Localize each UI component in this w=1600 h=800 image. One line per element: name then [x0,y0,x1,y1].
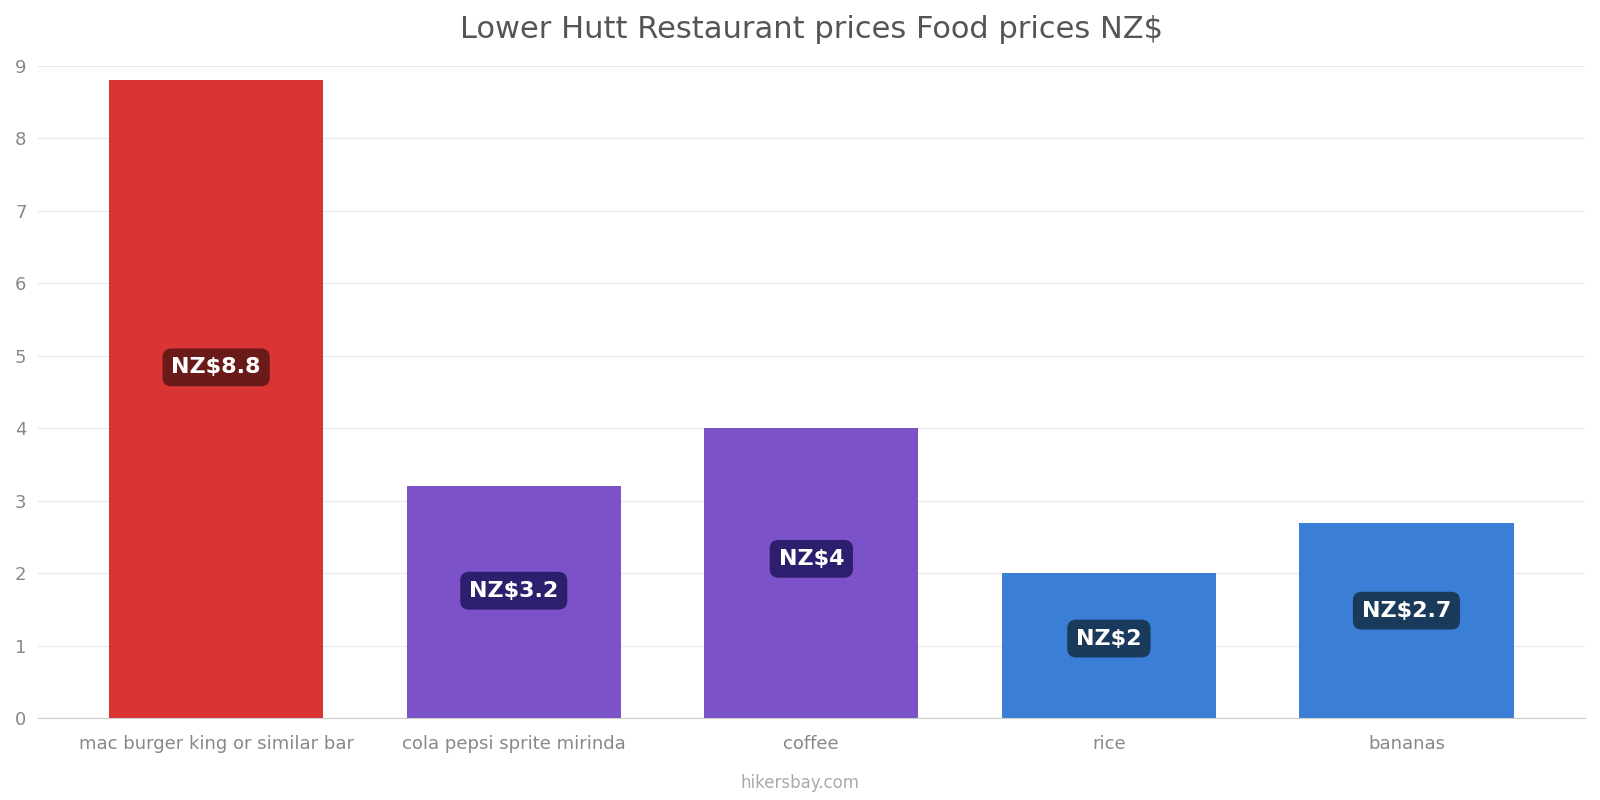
Bar [1002,574,1216,718]
Text: NZ$2: NZ$2 [1077,629,1142,649]
Text: NZ$4: NZ$4 [779,549,845,569]
Text: NZ$2.7: NZ$2.7 [1362,601,1451,621]
Text: hikersbay.com: hikersbay.com [741,774,859,792]
Bar [406,486,621,718]
Text: NZ$3.2: NZ$3.2 [469,581,558,601]
Bar [1299,522,1514,718]
Bar [704,428,918,718]
Title: Lower Hutt Restaurant prices Food prices NZ$: Lower Hutt Restaurant prices Food prices… [459,15,1163,44]
Bar [109,80,323,718]
Text: NZ$8.8: NZ$8.8 [171,358,261,378]
